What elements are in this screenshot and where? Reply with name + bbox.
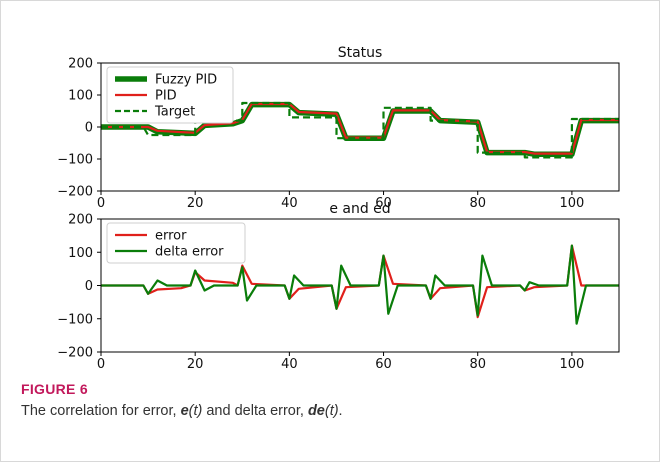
caption-prefix: The correlation for error,	[21, 403, 181, 419]
y-tick-label: 0	[85, 121, 93, 136]
legend-label: Target	[154, 105, 195, 120]
x-tick-label: 0	[97, 196, 105, 211]
y-tick-label: −100	[57, 153, 93, 168]
x-tick-label: 20	[187, 196, 204, 211]
series-line-pid	[101, 102, 619, 155]
y-tick-label: 100	[68, 89, 93, 104]
chart-panel-2: e and ed 0 20 40 60 80 100 −200 −100 0 100 200 error…	[57, 201, 620, 371]
x-tick-label: 20	[187, 357, 204, 371]
y-tick-label: −100	[57, 312, 93, 327]
x-tick-label: 100	[559, 196, 584, 211]
y-tick-label: −200	[57, 185, 93, 200]
y-tick-label: 200	[68, 213, 93, 228]
x-tick-label: 40	[281, 357, 298, 371]
y-tick-label: 100	[68, 246, 93, 261]
figure-caption: FIGURE 6 The correlation for error, e(t)…	[21, 381, 641, 419]
x-tick-label: 80	[469, 357, 486, 371]
figure-label: FIGURE 6	[21, 381, 88, 397]
series-line-target	[101, 101, 619, 159]
x-tick-label: 100	[559, 357, 584, 371]
caption-middle: and delta error,	[202, 403, 308, 419]
y-tick-label: 0	[85, 279, 93, 294]
chart-title: Status	[338, 45, 383, 61]
legend-label: error	[155, 229, 187, 244]
x-tick-label: 80	[469, 196, 486, 211]
legend-label: PID	[155, 89, 177, 104]
figure-description: The correlation for error, e(t) and delt…	[21, 403, 641, 419]
x-tick-label: 0	[97, 357, 105, 371]
y-tick-label: −200	[57, 346, 93, 361]
legend-box	[106, 222, 246, 264]
x-tick-label: 40	[281, 196, 298, 211]
series-line-delta-error	[101, 244, 619, 325]
x-tick-label: 60	[375, 357, 392, 371]
caption-e-symbol: e	[180, 403, 189, 419]
legend-label: delta error	[155, 245, 224, 260]
x-tick-label: 60	[375, 196, 392, 211]
chart-panel-1: Status 0 20 40 60 80 100 −200 −100 0 100 200 Fuzzy P…	[57, 45, 620, 211]
caption-de-arg: (t)	[324, 403, 339, 419]
y-tick-label: 200	[68, 57, 93, 72]
caption-de-symbol: de	[307, 403, 325, 419]
caption-e-arg: (t)	[188, 403, 203, 419]
caption-suffix: .	[338, 403, 343, 419]
legend-label: Fuzzy PID	[155, 73, 217, 88]
chart-title: e and ed	[329, 201, 390, 217]
